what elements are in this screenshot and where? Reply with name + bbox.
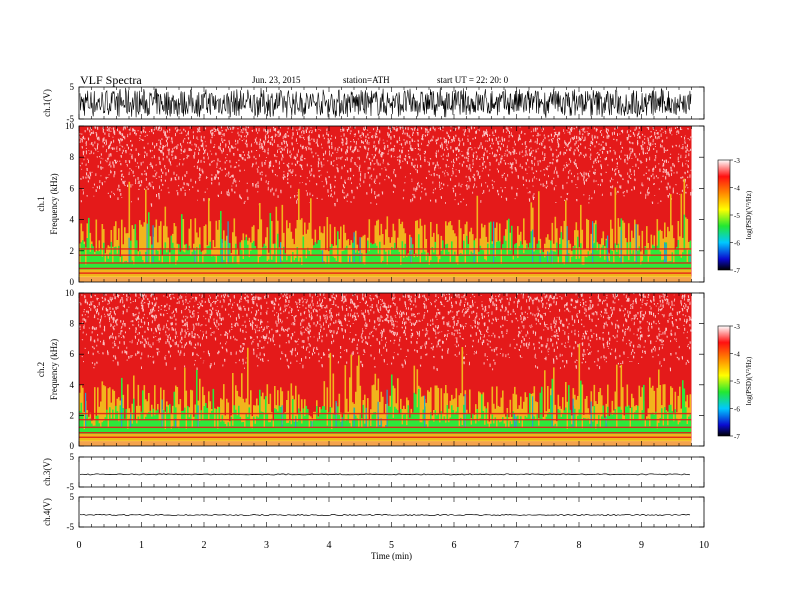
x-tick-4: 4 (327, 540, 332, 551)
ch3-waveform-ytick-1: -5 (67, 482, 75, 492)
ch1-spectrogram-cbtick-0: -3 (734, 157, 740, 165)
station-label: station=ATH (343, 75, 390, 85)
ch2-spectrogram-ytick-2: 4 (70, 380, 75, 390)
ch1-spectrogram-ytick-5: 10 (65, 121, 75, 131)
x-tick-6: 6 (452, 540, 457, 551)
ch1-spectrogram-ytick-1: 2 (70, 246, 75, 256)
ch4-waveform-ylabel: ch.4(V) (42, 498, 52, 526)
ch1-waveform-panel: 5 -5 ch.1(V) (42, 82, 705, 124)
ch1-waveform-ylabel: ch.1(V) (42, 89, 52, 117)
ch2-spectrogram-cbtick-4: -7 (734, 433, 740, 441)
ch3-waveform-ytick-0: 5 (70, 452, 75, 462)
x-tick-9: 9 (639, 540, 644, 551)
x-tick-8: 8 (577, 540, 582, 551)
x-tick-10: 10 (699, 540, 709, 551)
x-tick-5: 5 (389, 540, 394, 551)
ch2-spectrogram-panel: 0 2 4 6 8 10 ch.2 Frequency (kHz) (36, 288, 705, 451)
ch1-spectrogram-ytick-0: 0 (70, 277, 75, 287)
ch1-spectrogram-cbtick-1: -4 (734, 185, 740, 193)
ch2-spectrogram-ytick-5: 10 (65, 288, 75, 298)
ch2-spectrogram-cbtick-1: -4 (734, 351, 740, 359)
ch1-spectrogram-cbtick-3: -6 (734, 240, 740, 248)
ch1-spectrogram-ytick-2: 4 (70, 215, 75, 225)
ch2-colorbar-gradient (717, 325, 731, 437)
ch3-waveform-ylabel: ch.3(V) (42, 458, 52, 486)
ch1-waveform-trace (79, 87, 692, 118)
start-time-label: start UT = 22: 20: 0 (437, 75, 509, 85)
ch2-spectrogram-cbtick-3: -6 (734, 406, 740, 414)
ch1-spectrogram-channel-label: ch.1 (36, 196, 46, 211)
ch2-spectrogram-image (79, 293, 693, 446)
date-label: Jun. 23, 2015 (252, 75, 301, 85)
ch1-colorbar-label: log(PSD)(V²/Hz) (745, 190, 753, 239)
ch2-spectrogram-channel-label: ch.2 (36, 362, 46, 377)
ch4-waveform-trace (79, 514, 691, 516)
ch1-spectrogram-ylabel: Frequency (kHz) (49, 173, 59, 234)
ch2-spectrogram-ytick-3: 6 (70, 349, 75, 359)
x-tick-3: 3 (264, 540, 269, 551)
ch4-waveform-ytick-0: 5 (70, 492, 75, 502)
ch2-spectrogram-ytick-0: 0 (70, 441, 75, 451)
x-tick-7: 7 (514, 540, 519, 551)
ch2-spectrogram-ytick-4: 8 (70, 319, 75, 329)
ch3-waveform-trace (79, 473, 691, 476)
ch2-colorbar-label: log(PSD)(V²/Hz) (745, 356, 753, 405)
ch2-spectrogram-ylabel: Frequency (kHz) (49, 339, 59, 400)
ch1-waveform-ytick-0: 5 (70, 82, 75, 92)
time-axis: 0 1 2 3 4 5 6 7 8 9 10 Time (min) (77, 540, 710, 561)
ch2-spectrogram-cbtick-2: -5 (734, 378, 740, 386)
ch2-spectrogram-cbtick-0: -3 (734, 323, 740, 331)
figure-title: VLF Spectra (80, 73, 142, 87)
ch4-waveform-ytick-1: -5 (67, 522, 75, 532)
x-axis-label: Time (min) (371, 551, 412, 561)
ch2-colorbar: -3 -4 -5 -6 -7 log(PSD)(V²/Hz) (717, 323, 753, 441)
ch4-waveform-panel: 5 -5 ch.4(V) (42, 492, 705, 532)
ch1-spectrogram-image (78, 126, 694, 282)
x-tick-1: 1 (139, 540, 144, 551)
x-tick-2: 2 (202, 540, 207, 551)
ch1-colorbar: -3 -4 -5 -6 -7 log(PSD)(V²/Hz) (717, 157, 753, 275)
ch1-colorbar-gradient (717, 159, 731, 271)
ch3-waveform-panel: 5 -5 ch.3(V) (42, 452, 705, 492)
ch1-spectrogram-cbtick-2: -5 (734, 212, 740, 220)
ch1-waveform-ytick-1: -5 (67, 114, 75, 124)
ch1-spectrogram-cbtick-4: -7 (734, 267, 740, 275)
x-tick-0: 0 (77, 540, 82, 551)
ch1-spectrogram-ytick-4: 8 (70, 152, 75, 162)
ch2-spectrogram-ytick-1: 2 (70, 410, 75, 420)
ch1-spectrogram-panel: 0 2 4 6 8 10 ch.1 Frequency (kHz) (36, 121, 705, 287)
ch1-spectrogram-ytick-3: 6 (70, 183, 75, 193)
